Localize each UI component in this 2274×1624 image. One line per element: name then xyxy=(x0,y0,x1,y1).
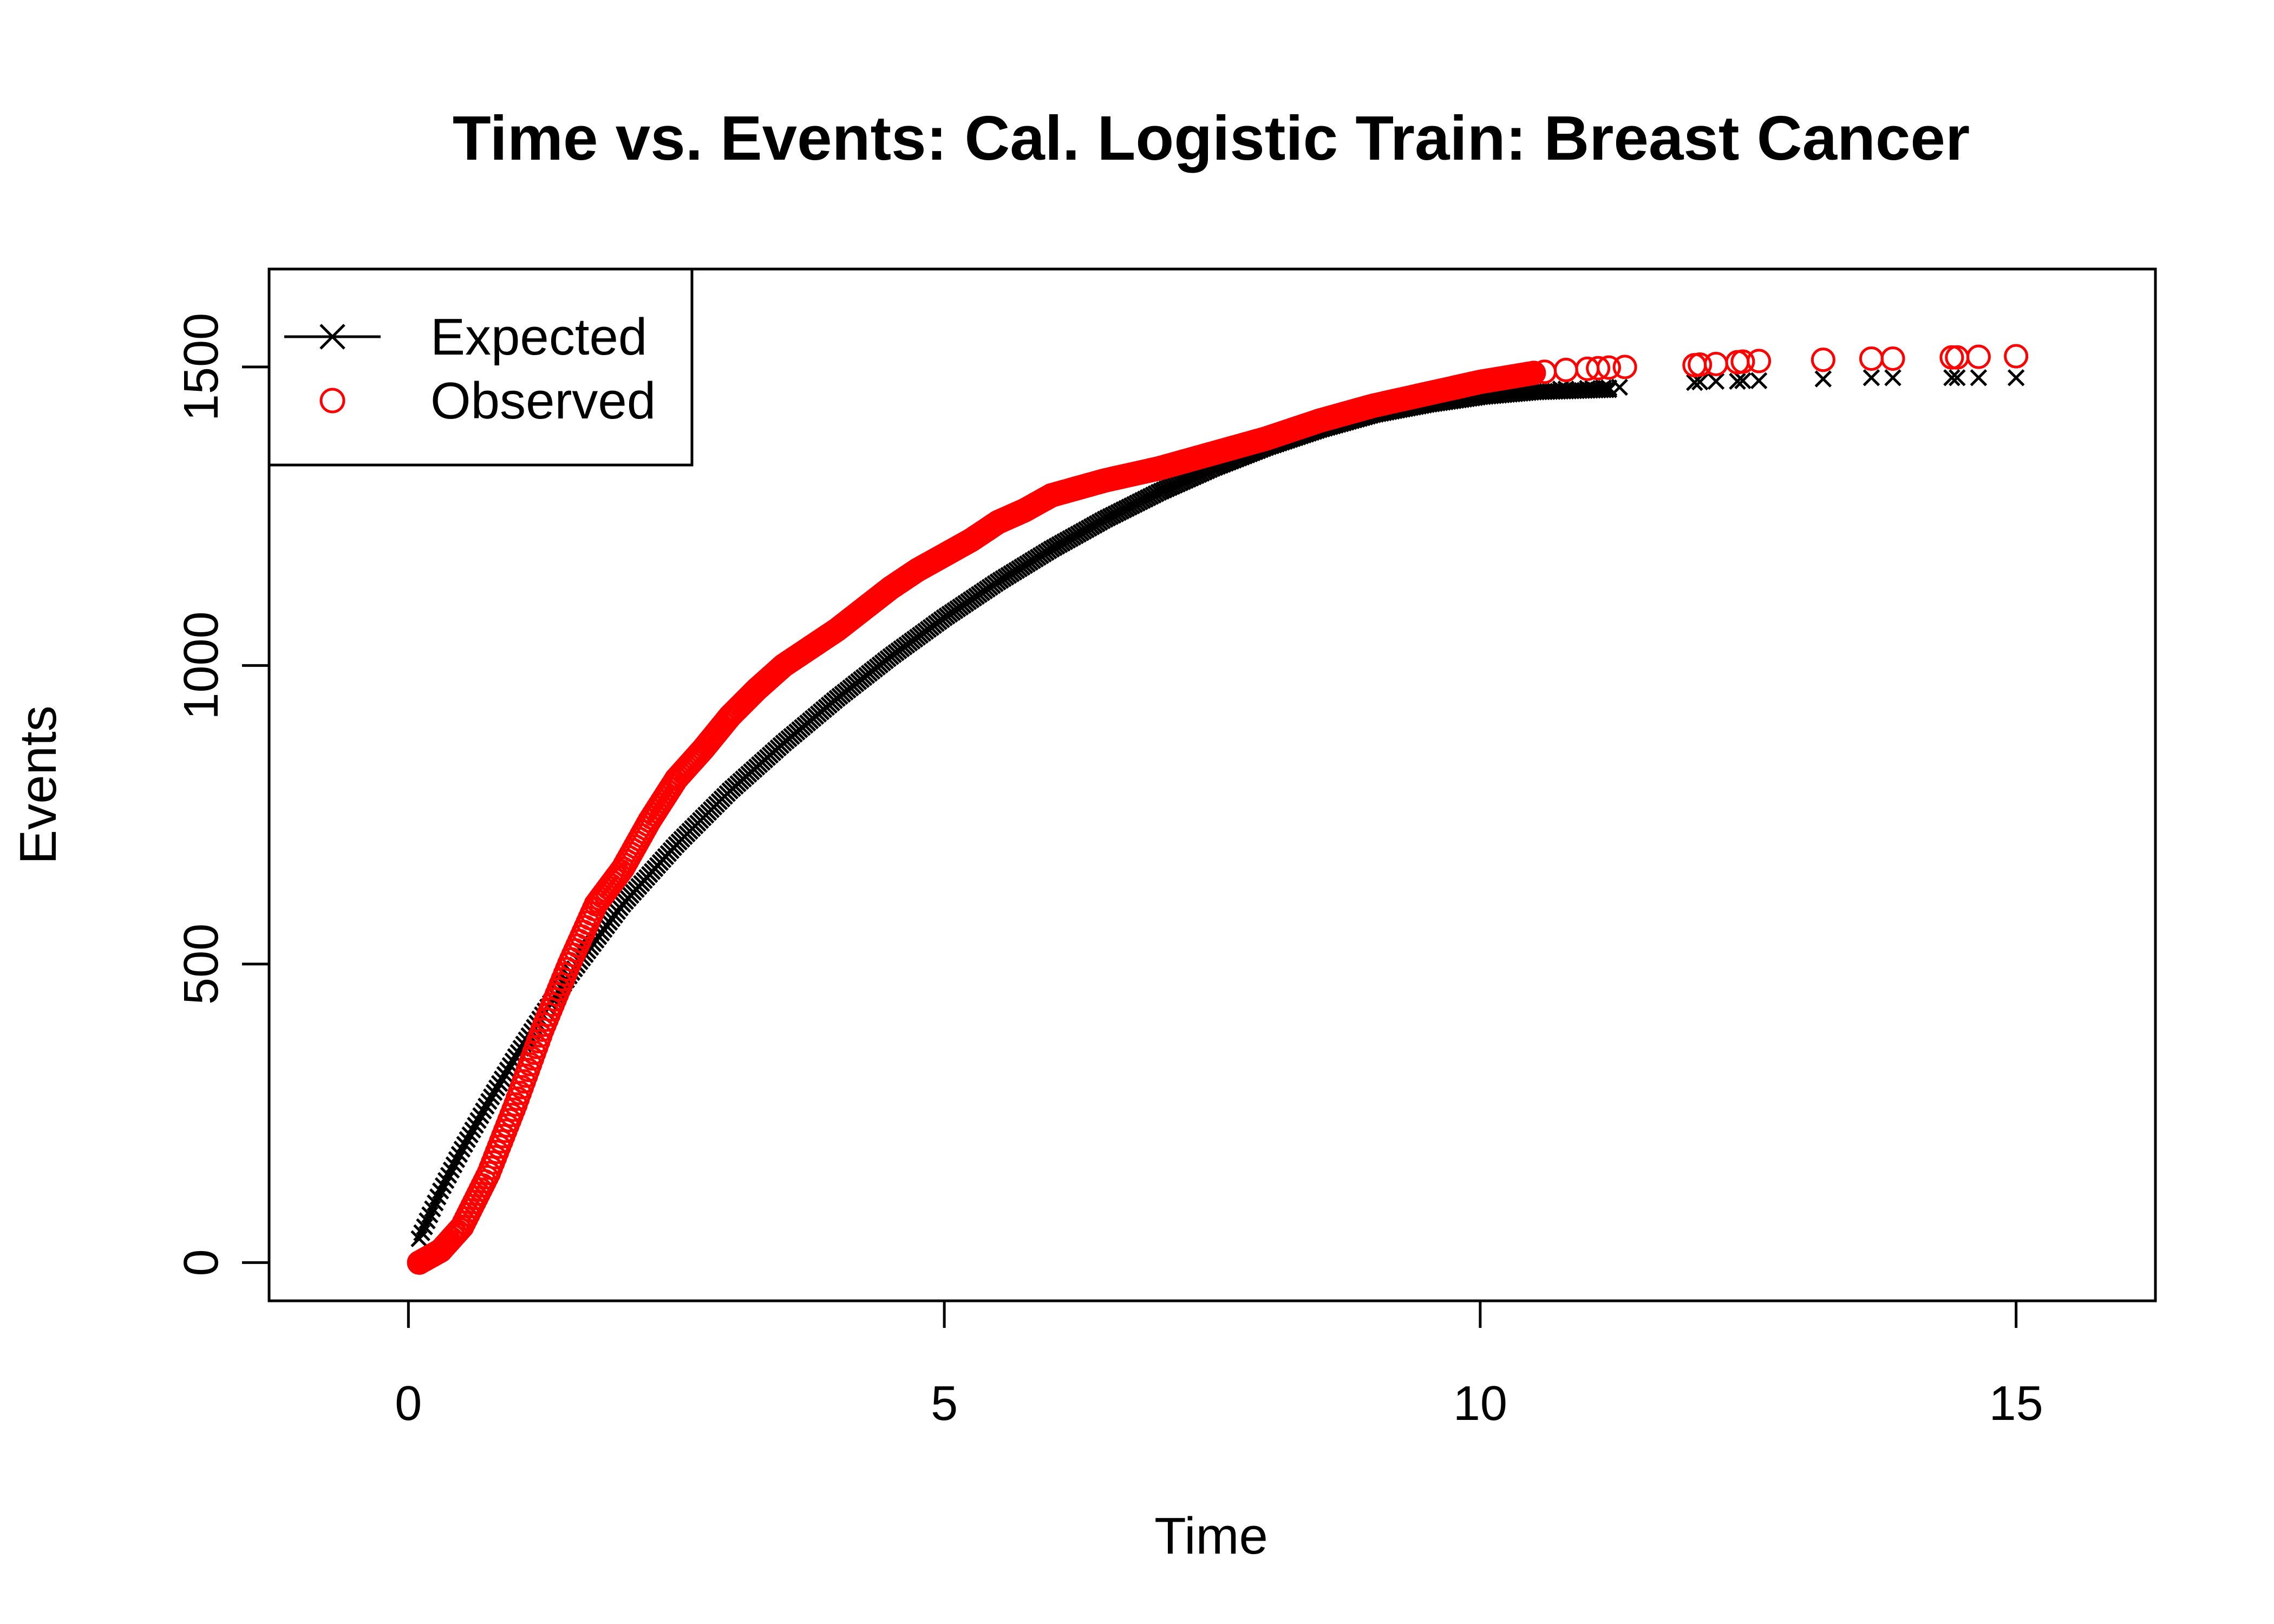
legend-item-expected: Expected xyxy=(284,308,647,366)
observed-point xyxy=(1586,356,1611,381)
expected-point xyxy=(437,1171,455,1189)
expected-point xyxy=(440,1167,458,1184)
observed-point xyxy=(2004,344,2029,369)
observed-point xyxy=(1596,355,1621,380)
expected-point xyxy=(1970,369,1988,387)
observed-point xyxy=(1612,355,1637,379)
expected-point xyxy=(1863,369,1880,387)
expected-point xyxy=(432,1182,449,1200)
expected-point xyxy=(459,1131,476,1148)
chart-title: Time vs. Events: Cal. Logistic Train: Br… xyxy=(453,103,1970,173)
expected-point xyxy=(469,1112,487,1129)
legend-label-observed: Observed xyxy=(430,372,656,430)
expected-point xyxy=(467,1116,484,1134)
expected-point xyxy=(1750,372,1768,390)
expected-point xyxy=(453,1141,471,1158)
x-axis: 0 5 10 15 xyxy=(395,1299,2043,1431)
expected-point xyxy=(461,1126,479,1144)
expected-point xyxy=(1729,372,1746,390)
observed-point xyxy=(1521,361,1546,385)
series-expected xyxy=(410,369,2025,1248)
x-tick-label: 15 xyxy=(1989,1377,2043,1431)
y-axis-label: Events xyxy=(9,705,67,864)
expected-point xyxy=(1686,374,1703,391)
observed-point xyxy=(1966,344,1991,369)
expected-point xyxy=(456,1136,474,1153)
legend: Expected Observed xyxy=(267,267,694,467)
legend-expected-marker xyxy=(319,324,345,350)
expected-point xyxy=(1611,378,1628,396)
x-axis-label: Time xyxy=(1154,1507,1268,1565)
expected-point xyxy=(1579,379,1596,397)
expected-point xyxy=(1707,372,1725,390)
expected-point xyxy=(445,1156,463,1174)
expected-point xyxy=(1595,379,1612,397)
observed-point xyxy=(1730,349,1755,374)
expected-point xyxy=(1557,380,1575,398)
expected-point xyxy=(450,1145,468,1163)
observed-point xyxy=(1880,346,1905,371)
observed-point xyxy=(1688,352,1713,377)
expected-point xyxy=(2007,369,2025,387)
x-tick-label: 10 xyxy=(1453,1377,1507,1431)
plot-points xyxy=(407,344,2029,1275)
expected-point xyxy=(434,1177,452,1195)
y-tick-label: 1000 xyxy=(174,611,228,719)
expected-point xyxy=(448,1151,466,1168)
expected-point xyxy=(1814,370,1832,388)
expected-point xyxy=(464,1121,481,1139)
expected-point xyxy=(475,1102,492,1120)
y-tick-label: 500 xyxy=(174,924,228,1005)
expected-point xyxy=(1943,369,1961,387)
observed-point xyxy=(1747,349,1772,374)
y-tick-label: 0 xyxy=(174,1249,228,1276)
legend-box xyxy=(267,267,694,467)
y-axis: 0 500 1000 1500 xyxy=(174,313,271,1276)
expected-point xyxy=(472,1107,489,1124)
expected-point xyxy=(478,1097,495,1115)
x-tick-label: 0 xyxy=(395,1377,422,1431)
expected-point xyxy=(442,1161,460,1179)
legend-observed-marker xyxy=(319,388,345,414)
x-tick-label: 5 xyxy=(931,1377,958,1431)
expected-point xyxy=(1884,369,1901,387)
legend-item-observed: Observed xyxy=(319,372,656,430)
y-tick-label: 1500 xyxy=(174,313,228,421)
expected-point xyxy=(1552,380,1570,398)
expected-point xyxy=(1734,372,1752,390)
observed-point xyxy=(1811,348,1835,372)
series-observed xyxy=(407,344,2029,1275)
legend-label-expected: Expected xyxy=(430,308,647,366)
expected-point xyxy=(1949,369,1966,387)
